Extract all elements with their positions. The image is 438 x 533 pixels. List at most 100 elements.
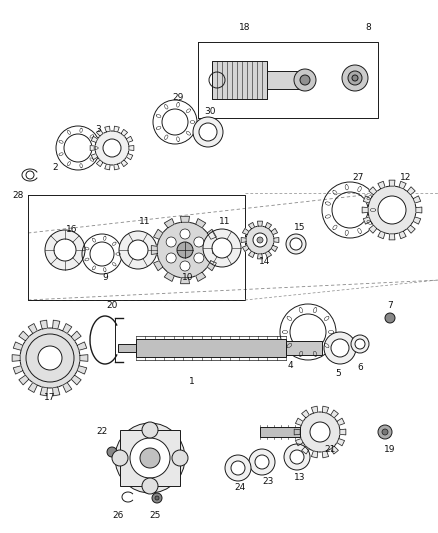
Circle shape [255,455,269,469]
Circle shape [290,238,302,250]
Polygon shape [271,245,278,252]
Polygon shape [407,187,415,195]
Bar [212,61,267,99]
Text: 24: 24 [234,483,246,492]
Circle shape [26,334,74,382]
Text: 6: 6 [357,364,363,373]
Polygon shape [154,229,163,239]
Polygon shape [53,320,60,329]
Circle shape [286,234,306,254]
Circle shape [177,242,193,258]
Text: 2: 2 [52,164,58,173]
Text: 30: 30 [204,108,216,117]
Polygon shape [127,154,133,160]
Polygon shape [164,272,174,281]
Circle shape [119,231,157,269]
Polygon shape [164,219,174,228]
Bar [120,430,180,486]
Polygon shape [28,324,37,334]
Circle shape [378,196,406,224]
Circle shape [42,350,58,366]
Polygon shape [196,272,206,281]
Circle shape [355,339,365,349]
Polygon shape [331,446,339,454]
Polygon shape [322,406,328,413]
Polygon shape [105,126,110,132]
Text: 14: 14 [259,257,271,266]
Bar [118,344,136,352]
Circle shape [324,332,356,364]
Circle shape [300,75,310,85]
Polygon shape [213,246,219,254]
Circle shape [115,423,185,493]
Text: 5: 5 [335,368,341,377]
Polygon shape [53,387,60,396]
Polygon shape [91,154,98,160]
Polygon shape [105,164,110,170]
Text: 15: 15 [294,223,306,232]
Polygon shape [296,418,303,425]
Polygon shape [13,366,23,374]
Circle shape [294,69,316,91]
Polygon shape [40,387,47,396]
Text: 19: 19 [384,446,396,455]
Circle shape [180,261,190,271]
Circle shape [290,450,304,464]
Polygon shape [340,429,346,435]
Polygon shape [337,439,345,446]
Text: 29: 29 [172,93,184,102]
Text: 21: 21 [324,446,336,455]
Polygon shape [271,229,278,235]
Circle shape [142,422,158,438]
Polygon shape [96,160,103,167]
Circle shape [20,328,80,388]
Polygon shape [399,181,406,189]
Polygon shape [77,366,87,374]
Circle shape [310,422,330,442]
Circle shape [352,75,358,81]
Text: 1: 1 [189,377,195,386]
Circle shape [348,71,362,85]
Polygon shape [413,217,421,224]
Circle shape [54,239,76,261]
Circle shape [194,253,204,263]
Text: 22: 22 [96,427,108,437]
Circle shape [157,222,213,278]
Circle shape [193,117,223,147]
Polygon shape [127,136,133,142]
Polygon shape [19,331,29,341]
Circle shape [331,339,349,357]
Circle shape [107,447,117,457]
Polygon shape [378,181,385,189]
Polygon shape [180,278,190,284]
Polygon shape [151,246,157,254]
Polygon shape [243,229,249,235]
Text: 20: 20 [106,301,118,310]
Polygon shape [77,342,87,350]
Polygon shape [363,217,371,224]
Polygon shape [389,180,395,186]
Circle shape [194,237,204,247]
Polygon shape [243,245,249,252]
Polygon shape [196,219,206,228]
Polygon shape [311,406,318,413]
Circle shape [246,226,274,254]
Circle shape [166,237,176,247]
Text: 12: 12 [400,174,412,182]
Polygon shape [241,238,246,243]
Polygon shape [40,320,47,329]
Text: 18: 18 [239,23,251,33]
Polygon shape [121,130,127,136]
Text: 16: 16 [66,225,78,235]
Circle shape [212,238,232,258]
Polygon shape [363,196,371,203]
Polygon shape [63,324,72,334]
Circle shape [199,123,217,141]
Polygon shape [302,410,309,418]
Polygon shape [369,225,377,233]
Polygon shape [96,130,103,136]
Text: 28: 28 [12,190,24,199]
Circle shape [140,448,160,468]
Text: 9: 9 [102,273,108,282]
Bar [136,339,286,357]
